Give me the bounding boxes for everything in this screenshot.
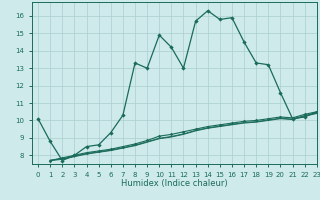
X-axis label: Humidex (Indice chaleur): Humidex (Indice chaleur) [121, 179, 228, 188]
